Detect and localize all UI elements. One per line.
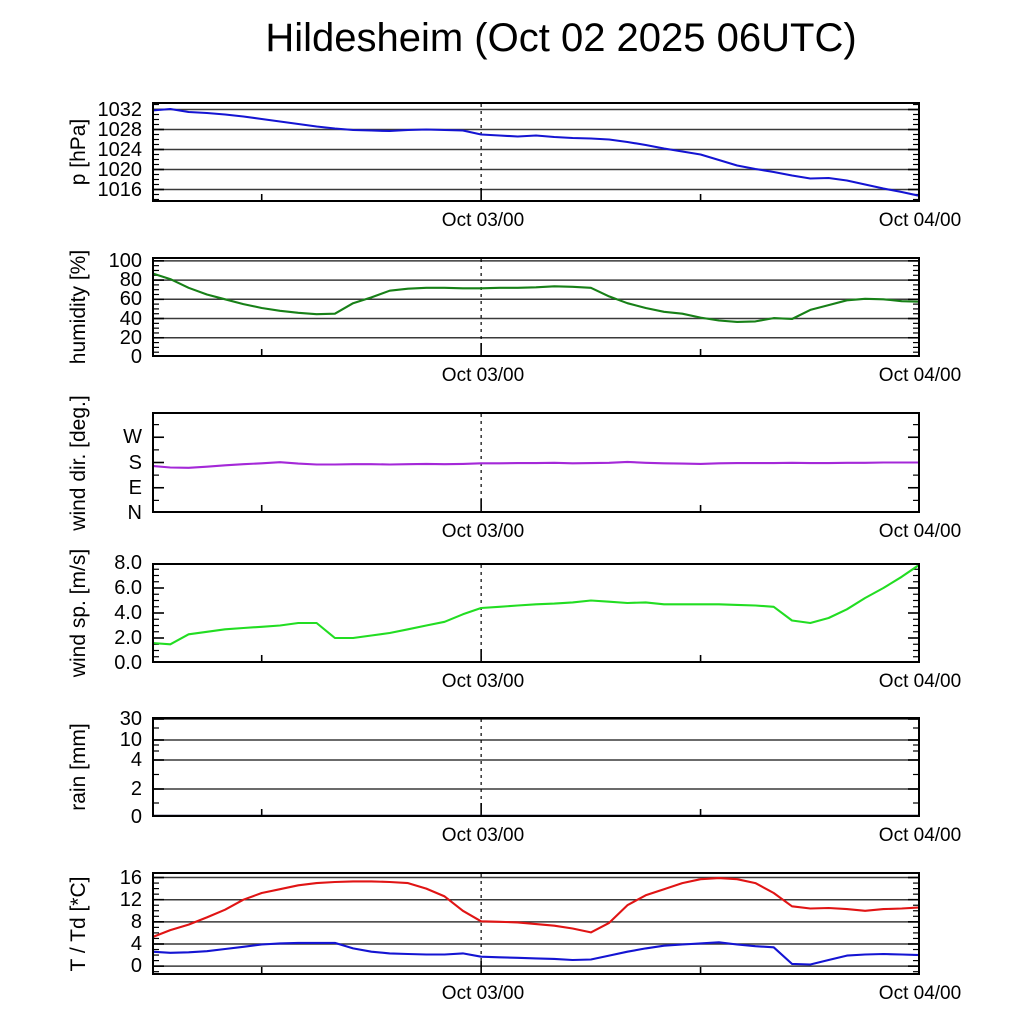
y-tick-labels-pressure: 1016 1020 1024 1028 1032 (0, 98, 144, 247)
x-tick-label-oct03: Oct 03/00 (441, 825, 525, 846)
y-tick-label: 1024 (97, 138, 143, 161)
series-temperature (152, 877, 920, 939)
y-tick-labels-temperature-dewpoint: 0 4 8 12 16 (0, 867, 144, 1020)
y-tick-label: 2.0 (114, 627, 142, 649)
x-tick-label-oct04: Oct 04/00 (878, 521, 962, 542)
y-tick-label: 4.0 (114, 602, 142, 624)
y-tick-label: 6.0 (114, 577, 142, 599)
series-humidity (152, 272, 920, 323)
y-tick-label: 8.0 (114, 552, 142, 574)
y-tick-label: 10 (119, 729, 142, 751)
y-tick-label: 80 (119, 269, 142, 292)
y-tick-labels-rain: 0 2 4 10 30 (0, 708, 144, 862)
y-tick-label: 60 (119, 288, 142, 311)
plot-area-rain (152, 717, 920, 817)
y-tick-label: 12 (119, 888, 142, 911)
y-tick-label: 0 (130, 806, 142, 828)
y-tick-label: 20 (119, 326, 142, 349)
panel-rain: rain [mm] 0 2 4 10 30 Oct 03/00 Oct 04/00 (0, 708, 1024, 862)
x-tick-label-oct03: Oct 03/00 (441, 983, 525, 1004)
y-tick-label: 1028 (97, 118, 143, 141)
y-tick-labels-humidity: 0 20 40 60 80 100 (0, 250, 144, 402)
series-pressure (152, 107, 920, 198)
x-tick-label-oct03: Oct 03/00 (441, 365, 525, 386)
plot-area-humidity (152, 257, 920, 357)
plot-area-wind-direction (152, 412, 920, 513)
y-tick-label: N (127, 502, 142, 524)
y-tick-label: S (128, 451, 142, 474)
panel-temperature-dewpoint: T / Td [*C] 0 4 8 12 16 Oct 03/00 Oct 04/00 (0, 867, 1024, 1020)
y-tick-label: 2 (130, 778, 142, 800)
x-tick-label-oct03: Oct 03/00 (441, 521, 525, 542)
y-tick-label: 0 (130, 955, 142, 978)
x-tick-label-oct03: Oct 03/00 (441, 671, 525, 692)
y-tick-label: 4 (130, 932, 142, 955)
y-tick-label: 0.0 (114, 652, 142, 674)
x-tick-label-oct04: Oct 04/00 (878, 210, 962, 231)
x-tick-label-oct04: Oct 04/00 (878, 671, 962, 692)
y-tick-label: 100 (108, 249, 142, 272)
x-tick-label-oct04: Oct 04/00 (878, 825, 962, 846)
panel-wind-speed: wind sp. [m/s] 0.0 2.0 4.0 6.0 8.0 Oct 03/00… (0, 549, 1024, 708)
x-tick-label-oct04: Oct 04/00 (878, 983, 962, 1004)
y-tick-label: 30 (119, 708, 142, 730)
plot-area-wind-speed (152, 563, 920, 663)
series-dewpoint (152, 941, 920, 966)
y-tick-label: 8 (130, 910, 142, 933)
series-wind-speed (152, 563, 920, 646)
series-wind-direction (152, 460, 920, 469)
y-tick-label: 16 (119, 866, 142, 889)
chart-title: Hildesheim (Oct 02 2025 06UTC) (265, 16, 857, 60)
x-tick-label-oct04: Oct 04/00 (878, 365, 962, 386)
y-tick-label: 1020 (97, 158, 143, 181)
y-tick-label: 0 (130, 346, 142, 368)
plot-area-pressure (152, 102, 920, 202)
panel-humidity: humidity [%] 0 20 40 60 80 100 Oct 03/00 Oct … (0, 250, 1024, 402)
y-tick-label: 4 (130, 749, 142, 771)
y-tick-label: 40 (119, 307, 142, 330)
plot-area-temperature-dewpoint (152, 872, 920, 975)
y-tick-label: E (128, 476, 142, 499)
y-tick-label: 1016 (97, 178, 143, 201)
y-tick-label: 1032 (97, 98, 143, 121)
y-tick-label: W (123, 426, 142, 449)
panel-pressure: p [hPa] 1016 1020 1024 1028 1032 Oct 03/00 O… (0, 98, 1024, 247)
y-tick-labels-wind-speed: 0.0 2.0 4.0 6.0 8.0 (0, 552, 144, 708)
x-tick-label-oct03: Oct 03/00 (441, 210, 525, 231)
